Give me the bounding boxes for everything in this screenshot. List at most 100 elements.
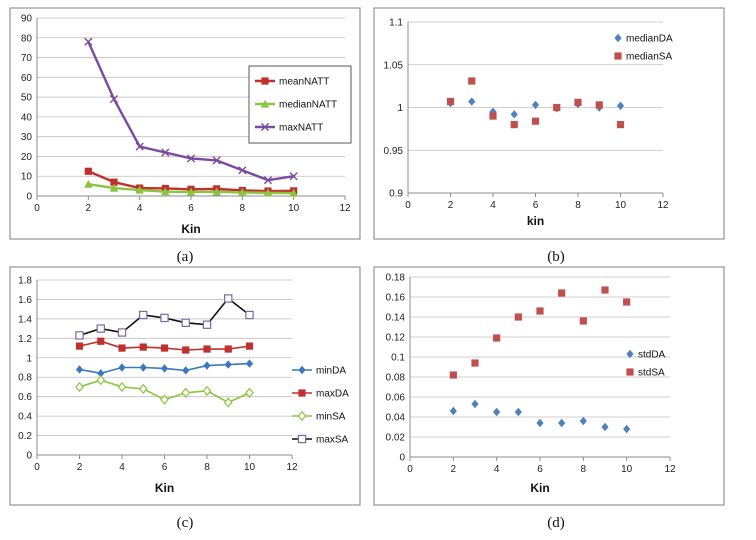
chart-b-xlabel: kin [527,214,544,228]
chart-b-legend-label-medianSA: medianSA [626,52,672,63]
chart-d-ytick-label-6: 0.12 [386,333,406,344]
chart-c-point-maxDA-5 [182,346,190,354]
chart-a-point-maxNATT-2 [135,142,144,151]
chart-b-ytick-label-4: 1.1 [389,18,403,29]
chart-c-xtick-label-3: 6 [162,462,168,473]
chart-a-point-medianNATT-4 [186,187,196,196]
chart-c-legend: minDA maxDA minSA maxSA [292,366,349,446]
chart-c-xtick-label-0: 0 [34,462,40,473]
chart-a-point-maxNATT-0-b [84,37,93,46]
chart-c-point-maxSA-4 [160,313,169,323]
chart-d-ytick-label-2: 0.04 [386,413,406,424]
chart-b-point-medianSA-2 [489,112,497,120]
chart-b-ytick-label-0: 0.9 [389,189,403,200]
chart-c-point-minDA-4 [160,364,169,373]
chart-b-ytick-label-2: 1 [397,103,403,114]
chart-a-point-maxNATT-2-b [135,142,144,151]
chart-c-series-minDA [75,359,254,378]
chart-c-point-maxSA-7 [224,294,233,303]
chart-d-legend-marker-stdSA [626,368,634,376]
chart-c-legend-marker-minSA [297,410,307,422]
chart-a-point-maxNATT-3 [161,148,170,157]
chart-c-legend-label-maxDA: maxDA [316,389,349,400]
chart-c-point-minSA-4 [160,394,169,405]
chart-a-series-medianNATT [84,179,298,197]
chart-d-legend: stdDA stdSA [626,349,666,379]
chart-a-legend-label-maxNATT: maxNATT [279,123,323,134]
chart-b-ytick-label-3: 1.05 [384,60,404,71]
chart-b-xtick-label-2: 4 [490,200,496,211]
chart-b-legend: medianDA medianSA [614,34,673,63]
chart-c-xtick-label-2: 4 [119,462,125,473]
chart-c-legend-marker-maxDA [298,389,306,397]
chart-a-point-meanNATT-0 [84,167,92,175]
chart-c-ytick-label-8: 1.6 [18,295,32,306]
chart-d-ytick-label-9: 0.18 [386,273,406,284]
chart-d-ytick-label-5: 0.1 [391,353,405,364]
chart-a-legend-label-meanNATT: meanNATT [279,77,329,88]
chart-d-xtick-label-3: 6 [537,464,543,475]
chart-d: 0 0.02 0.04 0.06 0.08 0.1 0.12 0.14 0.16 0.18 0 2 4 6… [386,273,676,496]
chart-d-point-stdSA-1 [471,359,479,367]
chart-c-point-minSA-2 [117,381,127,393]
chart-a-series-maxNATT [84,37,298,185]
chart-c-legend-marker-minDA [298,365,306,375]
chart-c-ytick-label-9: 1.8 [18,276,32,287]
chart-a-legend-marker-maxNATT [260,122,270,132]
chart-c-point-minSA-7 [223,397,233,408]
chart-a-ytick-label-6: 60 [21,73,33,84]
chart-b-point-medianDA-1 [468,97,476,106]
chart-c-ytick-label-2: 0.4 [18,412,32,423]
chart-a-point-maxNATT-8 [289,172,298,181]
chart-a-point-medianNATT-3 [161,187,170,196]
chart-b-point-medianSA-3 [510,121,518,129]
chart-d-point-stdSA-4 [536,307,544,315]
chart-b-xtick-label-6: 12 [657,200,669,211]
chart-c-point-minDA-7 [224,360,232,369]
chart-c-point-maxSA-8 [245,310,254,320]
chart-a-xtick-label-0: 0 [34,203,40,214]
chart-a-xtick-label-6: 12 [339,203,351,214]
chart-a-point-maxNATT-0 [84,37,93,46]
chart-b-point-medianSA-6 [574,98,582,106]
chart-c-ytick-label-7: 1.4 [18,314,32,325]
chart-c-xtick-label-6: 12 [286,462,298,473]
chart-d-xtick-label-4: 8 [581,464,587,475]
chart-d-xtick-label-5: 10 [621,464,633,475]
chart-a-ytick-label-8: 80 [21,33,33,44]
chart-a-point-maxNATT-8-b [289,172,298,181]
chart-c-point-maxDA-2 [118,344,126,352]
chart-b-xtick-label-0: 0 [405,200,411,211]
chart-c-point-minSA-3 [138,383,148,395]
chart-d-series-stdSA [449,286,631,379]
chart-d-point-stdDA-4 [536,418,544,428]
chart-a-point-medianNATT-5 [212,187,221,196]
panel-b-frame [373,7,725,240]
chart-a-point-maxNATT-1 [109,94,119,104]
chart-a-point-meanNATT-1 [110,178,118,186]
chart-d-ytick-label-8: 0.16 [386,293,406,304]
chart-a-point-maxNATT-1-b [109,94,119,104]
chart-d-legend-marker-stdDA [626,349,634,359]
chart-a-ytick-label-2: 20 [21,152,33,163]
chart-a-point-medianNATT-8 [289,188,298,197]
caption-c: (c) [177,515,194,531]
chart-c-legend-label-maxSA: maxSA [316,435,349,446]
chart-c-ytick-label-6: 1.2 [18,334,32,345]
chart-c: 0 0.2 0.4 0.6 0.8 1 1.2 1.4 1.6 1.8 0 2 4 6 8 10 12 Kin mi… [18,276,349,496]
chart-b-point-medianDA-8 [616,101,625,110]
chart-c-point-minSA-6 [202,385,212,396]
chart-a-point-maxNATT-6 [238,166,247,175]
chart-a-xtick-label-2: 4 [137,203,143,214]
chart-c-point-minDA-1 [97,369,105,378]
chart-d-point-stdSA-5 [558,289,566,297]
chart-c-legend-label-minDA: minDA [316,366,346,377]
chart-a-ytick-label-3: 30 [21,132,33,143]
chart-c-point-maxSA-0 [75,331,84,340]
chart-b-legend-marker-medianDA [614,33,622,43]
chart-a-ytick-label-5: 50 [21,93,33,104]
chart-d-series-stdDA [449,399,631,434]
chart-b-point-medianSA-8 [616,121,625,129]
